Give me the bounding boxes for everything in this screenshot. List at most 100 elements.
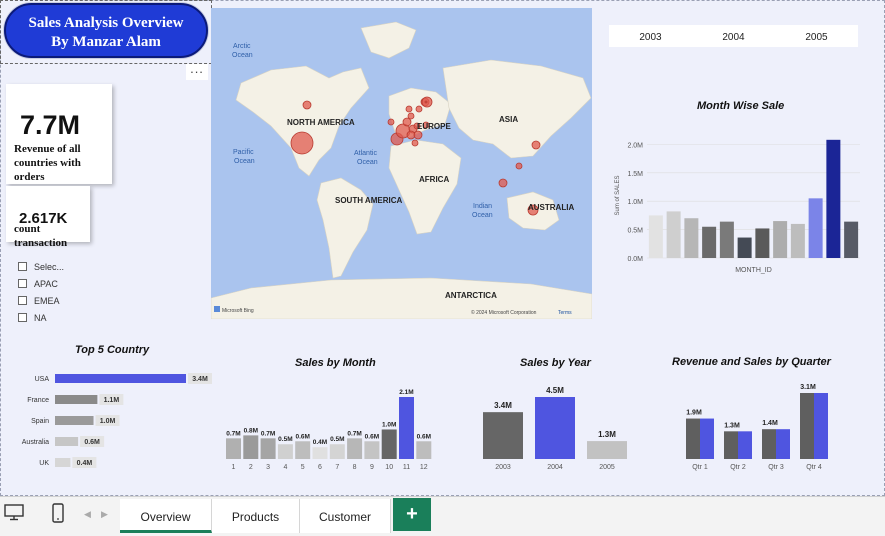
count-value: 2.617K xyxy=(19,210,68,227)
quarter-chart-title: Revenue and Sales by Quarter xyxy=(672,356,831,368)
slicer-item-select-all[interactable]: Selec... xyxy=(18,258,64,275)
y-tick-label: 2.0M xyxy=(627,142,643,149)
x-tick-label: 2005 xyxy=(599,464,615,471)
top-country-chart: USA 3.4M France 1.1M Spain 1.0M Australia 0.6M U… xyxy=(22,373,212,468)
x-tick-label: 6 xyxy=(318,464,322,471)
month-bar xyxy=(347,438,363,459)
data-label: 0.4M xyxy=(313,439,327,446)
year-option-2005[interactable]: 2005 xyxy=(805,32,828,43)
revenue-label-line-2: countries with xyxy=(14,157,81,169)
more-options-button[interactable]: ... xyxy=(186,62,208,80)
count-label: count transaction xyxy=(14,222,67,250)
data-label: 4.5M xyxy=(546,386,564,395)
slicer-item-label: APAC xyxy=(34,278,58,289)
x-tick-label: Qtr 4 xyxy=(806,464,822,471)
tab-customer[interactable]: Customer xyxy=(300,499,391,533)
x-tick-label: 2 xyxy=(249,464,253,471)
data-label: 3.1M xyxy=(800,384,816,391)
next-page-icon[interactable]: ▶ xyxy=(101,509,108,519)
data-label: 0.7M xyxy=(226,430,240,437)
bubble-philippines xyxy=(515,162,523,170)
page-tab-bar: ◀ ▶ Overview Products Customer + xyxy=(0,496,885,536)
country-value-label: 0.6M xyxy=(84,439,100,446)
land-masses xyxy=(211,21,592,319)
terms-link[interactable]: Terms xyxy=(558,310,572,316)
year-bar xyxy=(535,397,575,459)
x-tick-label: 3 xyxy=(266,464,270,471)
x-tick-label: 10 xyxy=(385,464,393,471)
country-value-label: 0.4M xyxy=(77,460,93,467)
quarter-bar xyxy=(700,418,714,459)
month-bar xyxy=(773,221,788,258)
x-tick-label: 9 xyxy=(370,464,374,471)
antarctica-shape xyxy=(211,277,592,319)
bubble-singapore xyxy=(498,178,508,188)
value-badge xyxy=(72,457,97,468)
slicer-item-emea[interactable]: EMEA xyxy=(18,292,64,309)
data-label: 2.1M xyxy=(399,389,413,396)
checkbox-icon[interactable] xyxy=(18,262,27,271)
checkbox-icon[interactable] xyxy=(18,279,27,288)
map-label-pacific-ocean: Ocean xyxy=(234,158,255,165)
checkbox-icon[interactable] xyxy=(18,296,27,305)
map-label-atlantic: Atlantic xyxy=(354,150,377,157)
map-label-asia: ASIA xyxy=(499,115,518,124)
x-tick-label: 11 xyxy=(403,464,410,471)
year-option-2003[interactable]: 2003 xyxy=(639,32,662,43)
monitor-icon xyxy=(4,504,24,521)
country-label: France xyxy=(27,397,49,404)
slicer-item-na[interactable]: NA xyxy=(18,309,64,326)
x-tick-label: Qtr 3 xyxy=(768,464,784,471)
y-tick-label: 0.0M xyxy=(627,256,643,263)
data-label: 1.3M xyxy=(724,422,740,429)
add-page-button[interactable]: + xyxy=(393,498,431,531)
country-bar xyxy=(55,374,186,383)
tab-overview[interactable]: Overview xyxy=(120,499,212,533)
data-label: 3.4M xyxy=(494,401,512,410)
year-option-2004[interactable]: 2004 xyxy=(722,32,745,43)
slicer-item-apac[interactable]: APAC xyxy=(18,275,64,292)
bubble-austria xyxy=(413,130,423,140)
title-line-2: By Manzar Alam xyxy=(51,34,161,50)
sales-by-month-title: Sales by Month xyxy=(295,357,376,369)
month-bar xyxy=(260,438,276,459)
sales-by-year-chart: 3.4M 2003 4.5M 2004 1.3M 2005 xyxy=(483,386,627,471)
greenland-shape xyxy=(360,21,417,59)
data-label: 1.9M xyxy=(686,410,702,417)
checkbox-icon[interactable] xyxy=(18,313,27,322)
tab-products[interactable]: Products xyxy=(212,499,300,533)
month-wise-title: Month Wise Sale xyxy=(697,100,785,112)
data-label: 0.8M xyxy=(244,427,258,434)
month-bar xyxy=(666,211,681,258)
map-label-australia: AUSTRALIA xyxy=(528,203,574,212)
bing-logo-icon xyxy=(214,306,220,312)
bubble-germany xyxy=(413,122,421,130)
bubble-extra xyxy=(424,100,428,104)
count-label-line-1: count xyxy=(14,223,41,235)
map-label-antarctica: ANTARCTICA xyxy=(445,291,497,300)
title-line-1: Sales Analysis Overview xyxy=(28,15,184,31)
data-label: 0.5M xyxy=(278,436,292,443)
country-value-label: 1.1M xyxy=(104,397,120,404)
month-wise-chart: 0.0M 0.5M 1.0M 1.5M 2.0M MONTH_ID Sum of SALES xyxy=(615,139,860,274)
data-label: 1.3M xyxy=(598,430,616,439)
bing-text: Microsoft Bing xyxy=(222,308,254,314)
country-value-label: 3.4M xyxy=(192,376,208,383)
sales-map[interactable]: Arctic Ocean Pacific Ocean Atlantic Ocea… xyxy=(211,8,592,319)
bubble-sweden xyxy=(415,105,423,113)
map-label-north-america: NORTH AMERICA xyxy=(287,118,355,127)
revenue-label-line-3: orders xyxy=(14,171,45,183)
desktop-view-icon[interactable] xyxy=(4,503,24,526)
region-slicer: Selec... APAC EMEA NA xyxy=(18,258,64,326)
month-bar xyxy=(329,444,345,459)
quarter-chart: 1.9M Qtr 1 1.3M Qtr 2 1.4M Qtr 3 3.1M Qtr 4 xyxy=(686,384,828,471)
prev-page-icon[interactable]: ◀ xyxy=(84,509,91,519)
quarter-bar xyxy=(814,393,828,459)
map-label-africa: AFRICA xyxy=(419,175,449,184)
x-tick-label: 4 xyxy=(283,464,287,471)
slicer-item-label: NA xyxy=(34,312,47,323)
mobile-view-icon[interactable] xyxy=(52,503,64,528)
country-label: USA xyxy=(35,376,50,383)
data-label: 1.0M xyxy=(382,421,396,428)
country-bar xyxy=(55,395,98,404)
